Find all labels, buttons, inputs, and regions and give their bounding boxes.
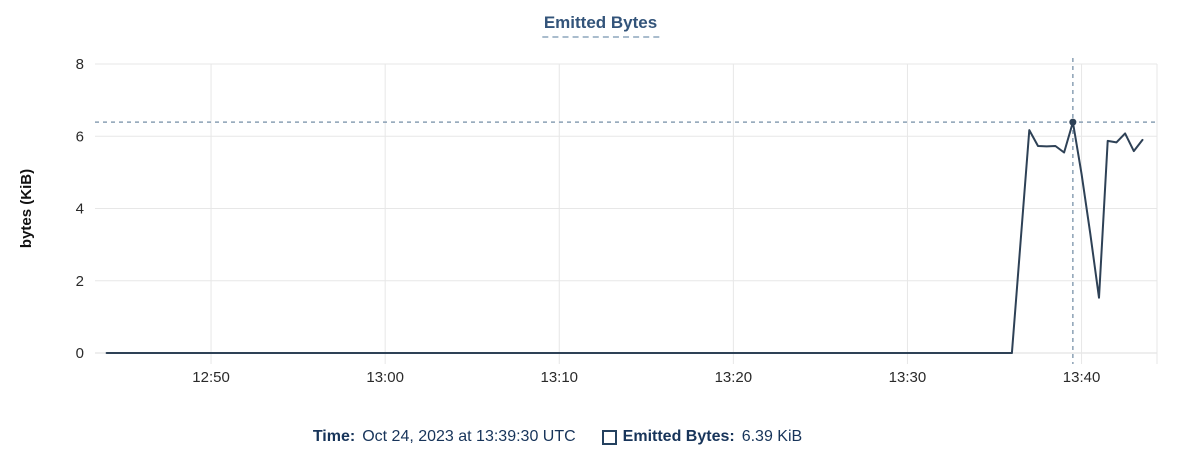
y-tick-label: 4 — [76, 201, 84, 218]
x-tick-label: 13:10 — [540, 369, 578, 386]
tooltip-time-value: Oct 24, 2023 at 13:39:30 UTC — [362, 428, 576, 445]
y-tick-label: 8 — [76, 56, 84, 73]
tooltip-series-value: 6.39 KiB — [741, 428, 803, 445]
x-tick-label: 13:40 — [1063, 369, 1101, 386]
highlight-dot — [1069, 118, 1077, 126]
y-axis-title: bytes (KiB) — [18, 169, 35, 248]
series-color-swatch[interactable] — [601, 429, 617, 445]
y-tick-label: 2 — [76, 273, 84, 290]
tooltip-time-label: Time: — [312, 428, 356, 445]
y-tick-label: 0 — [76, 345, 84, 362]
y-tick-label: 6 — [76, 128, 84, 145]
series-line — [105, 121, 1144, 354]
x-tick-label: 13:00 — [366, 369, 404, 386]
x-tick-label: 13:30 — [889, 369, 927, 386]
tooltip-series-label: Emitted Bytes: — [622, 428, 735, 445]
x-tick-label: 13:20 — [715, 369, 753, 386]
x-tick-label: 12:50 — [192, 369, 230, 386]
chart-title[interactable]: Emitted Bytes — [541, 13, 660, 38]
hover-tooltip-legend: Time: Oct 24, 2023 at 13:39:30 UTC Emitt… — [0, 428, 1115, 446]
